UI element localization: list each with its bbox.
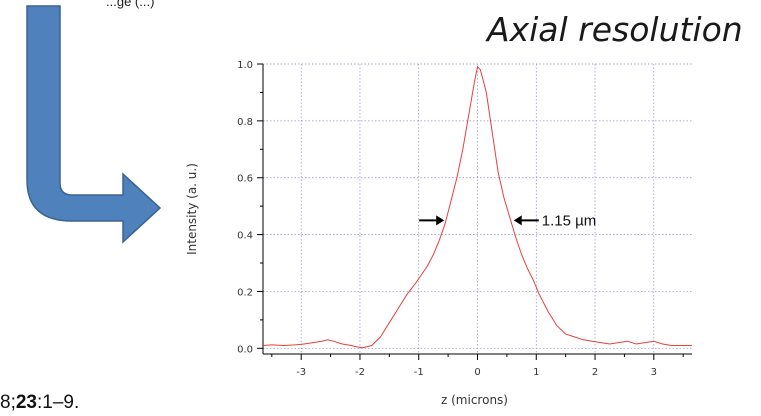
x-tick-label: -2 [355,367,365,378]
fwhm-right-arrowhead-icon [513,215,522,226]
x-axis-label: z (microns) [441,393,508,407]
citation-prefix: 8; [0,392,16,413]
citation-text: 8;23:1–9. [0,392,79,414]
y-axis-label: Intensity (a. u.) [185,163,199,255]
partial-slide-text: ...ge (...) [106,0,155,9]
y-tick-label: 0.6 [237,174,253,185]
x-tick-label: 2 [592,367,598,378]
y-tick-label: 0.2 [237,287,253,298]
citation-suffix: :1–9. [37,392,80,413]
x-tick-label: -3 [296,367,306,378]
y-tick-label: 0.8 [237,117,253,128]
intensity-curve [262,65,692,349]
fwhm-left-arrowhead-icon [436,215,445,226]
citation-volume: 23 [15,392,37,413]
fwhm-annotation: 1.15 µm [542,212,597,229]
slide-title: Axial resolution [487,10,743,49]
x-tick-label: 0 [474,367,480,378]
x-tick-label: 1 [533,367,539,378]
x-tick-label: -1 [414,367,424,378]
bent-arrow-icon [26,5,162,244]
y-tick-label: 0.4 [237,231,253,242]
y-tick-label: 0.0 [237,344,253,355]
x-tick-label: 3 [651,367,657,378]
y-tick-label: 1.0 [237,60,253,71]
axial-resolution-chart: 0.0 0.2 0.4 0.6 0.8 1.0 -3 -2 -1 0 1 2 3 z (microns) I… [185,60,692,407]
